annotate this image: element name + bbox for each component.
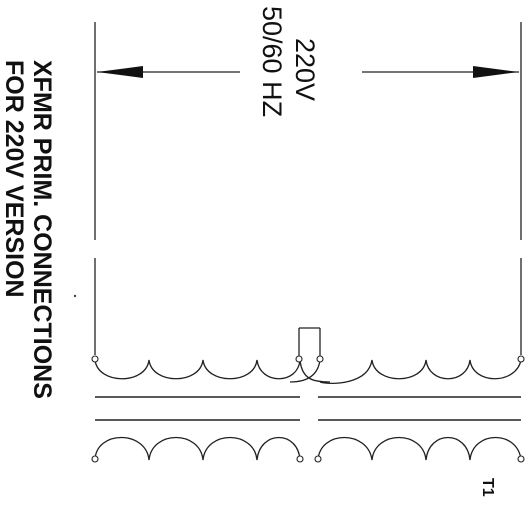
title-line-1: XFMR PRIM. CONNECTIONS bbox=[28, 60, 56, 399]
terminal-primary-2 bbox=[295, 355, 303, 363]
primary-crossover bbox=[299, 359, 331, 383]
secondary-coil-left bbox=[94, 436, 301, 461]
secondary-winding bbox=[91, 436, 525, 463]
dimension-lines bbox=[94, 22, 522, 240]
terminal-primary-1 bbox=[91, 355, 99, 363]
transformer-core bbox=[95, 396, 521, 421]
terminal-secondary-4 bbox=[517, 455, 525, 463]
secondary-coil-right bbox=[317, 436, 522, 461]
terminal-secondary-1 bbox=[91, 455, 99, 463]
lead-wires bbox=[94, 258, 522, 358]
frequency-value: 50/60 HZ bbox=[257, 6, 287, 117]
stray-mark bbox=[73, 294, 77, 298]
terminal-secondary-3 bbox=[314, 455, 322, 463]
primary-coil-left bbox=[94, 359, 301, 380]
voltage-label: 220V 50/60 HZ bbox=[257, 6, 320, 117]
arrowhead-right-icon bbox=[473, 66, 519, 78]
title-line-2: FOR 220V VERSION bbox=[0, 60, 28, 298]
primary-coil-return bbox=[289, 359, 321, 383]
terminal-primary-3 bbox=[316, 355, 324, 363]
arrowhead-left-icon bbox=[97, 66, 143, 78]
primary-winding bbox=[91, 355, 525, 384]
primary-coil-right bbox=[319, 359, 522, 384]
terminal-secondary-2 bbox=[296, 455, 304, 463]
component-reference: T1 bbox=[479, 478, 496, 497]
title-block: XFMR PRIM. CONNECTIONS FOR 220V VERSION bbox=[0, 60, 56, 399]
voltage-value: 220V bbox=[290, 38, 320, 101]
terminal-primary-4 bbox=[517, 355, 525, 363]
